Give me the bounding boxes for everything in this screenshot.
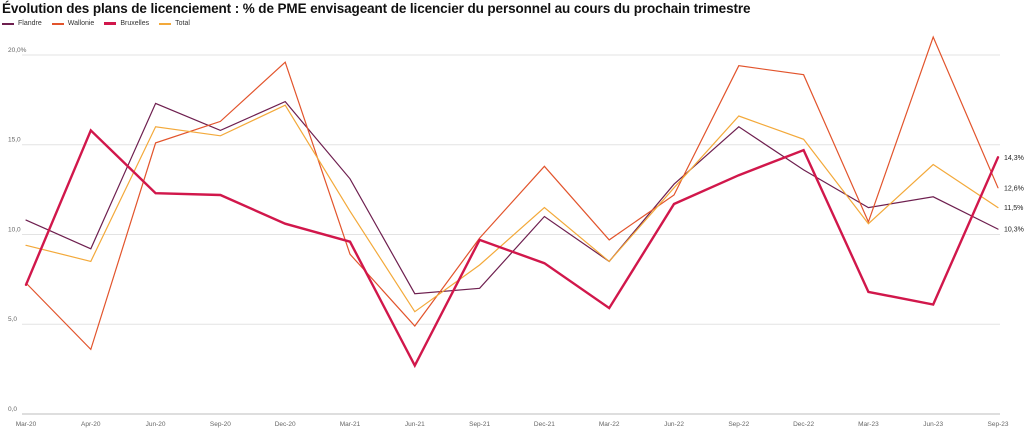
y-tick-label-0: 0,0 <box>8 406 17 413</box>
legend: Flandre Wallonie Bruxelles Total <box>2 20 190 27</box>
end-label-total: 11,5% <box>1004 205 1023 212</box>
end-label-wallonie: 12,6% <box>1004 185 1024 192</box>
y-tick-label-2: 10,0 <box>8 226 21 233</box>
grid-layer <box>22 54 1000 415</box>
x-tick-label-mar-22: Mar-22 <box>599 421 620 428</box>
x-tick-label-mar-21: Mar-21 <box>340 421 361 428</box>
series-line-bruxelles <box>24 128 1000 369</box>
legend-label-total: Total <box>175 20 190 27</box>
y-tick-label-4: 20,0% <box>8 47 27 54</box>
legend-item-bruxelles: Bruxelles <box>104 20 149 27</box>
x-tick-label-mar-20: Mar-20 <box>16 421 37 428</box>
legend-item-total: Total <box>159 20 190 27</box>
y-tick-label-1: 5,0 <box>8 316 17 323</box>
end-label-flandre: 10,3% <box>1004 227 1024 234</box>
x-tick-label-mar-23: Mar-23 <box>858 421 879 428</box>
x-tick-label-dec-22: Dec-22 <box>793 421 814 428</box>
legend-label-flandre: Flandre <box>18 20 42 27</box>
chart-title: Évolution des plans de licenciement : % … <box>2 1 751 16</box>
x-tick-label-jun-20: Jun-20 <box>146 421 166 428</box>
series-line-wallonie <box>25 35 999 351</box>
legend-item-flandre: Flandre <box>2 20 42 27</box>
legend-swatch-wallonie <box>51 22 64 25</box>
x-tick-label-jun-23: Jun-23 <box>923 421 943 428</box>
series-line-total <box>25 104 999 313</box>
x-tick-label-apr-20: Apr-20 <box>81 421 101 428</box>
x-tick-label-sep-22: Sep-22 <box>728 421 749 428</box>
legend-swatch-bruxelles <box>104 22 117 25</box>
x-tick-label-dec-20: Dec-20 <box>275 421 296 428</box>
y-tick-label-3: 15,0 <box>8 137 21 144</box>
label-layer: 0,0 5,0 10,0 15,0 20,0% Mar-20 Apr-20 Jun-20 Sep… <box>8 47 1024 428</box>
x-tick-label-sep-23: Sep-23 <box>988 421 1009 428</box>
legend-swatch-total <box>159 22 172 25</box>
x-tick-label-sep-21: Sep-21 <box>469 421 490 428</box>
legend-label-bruxelles: Bruxelles <box>120 20 150 27</box>
x-tick-label-jun-22: Jun-22 <box>664 421 684 428</box>
series-layer <box>24 35 1000 369</box>
legend-swatch-flandre <box>2 22 14 25</box>
legend-item-wallonie: Wallonie <box>51 20 95 27</box>
x-tick-label-jun-21: Jun-21 <box>405 421 425 428</box>
series-line-flandre <box>25 100 999 295</box>
end-label-bruxelles: 14,3% <box>1004 155 1024 162</box>
x-tick-label-sep-20: Sep-20 <box>210 421 231 428</box>
legend-label-wallonie: Wallonie <box>67 20 95 27</box>
x-tick-label-dec-21: Dec-21 <box>534 421 555 428</box>
